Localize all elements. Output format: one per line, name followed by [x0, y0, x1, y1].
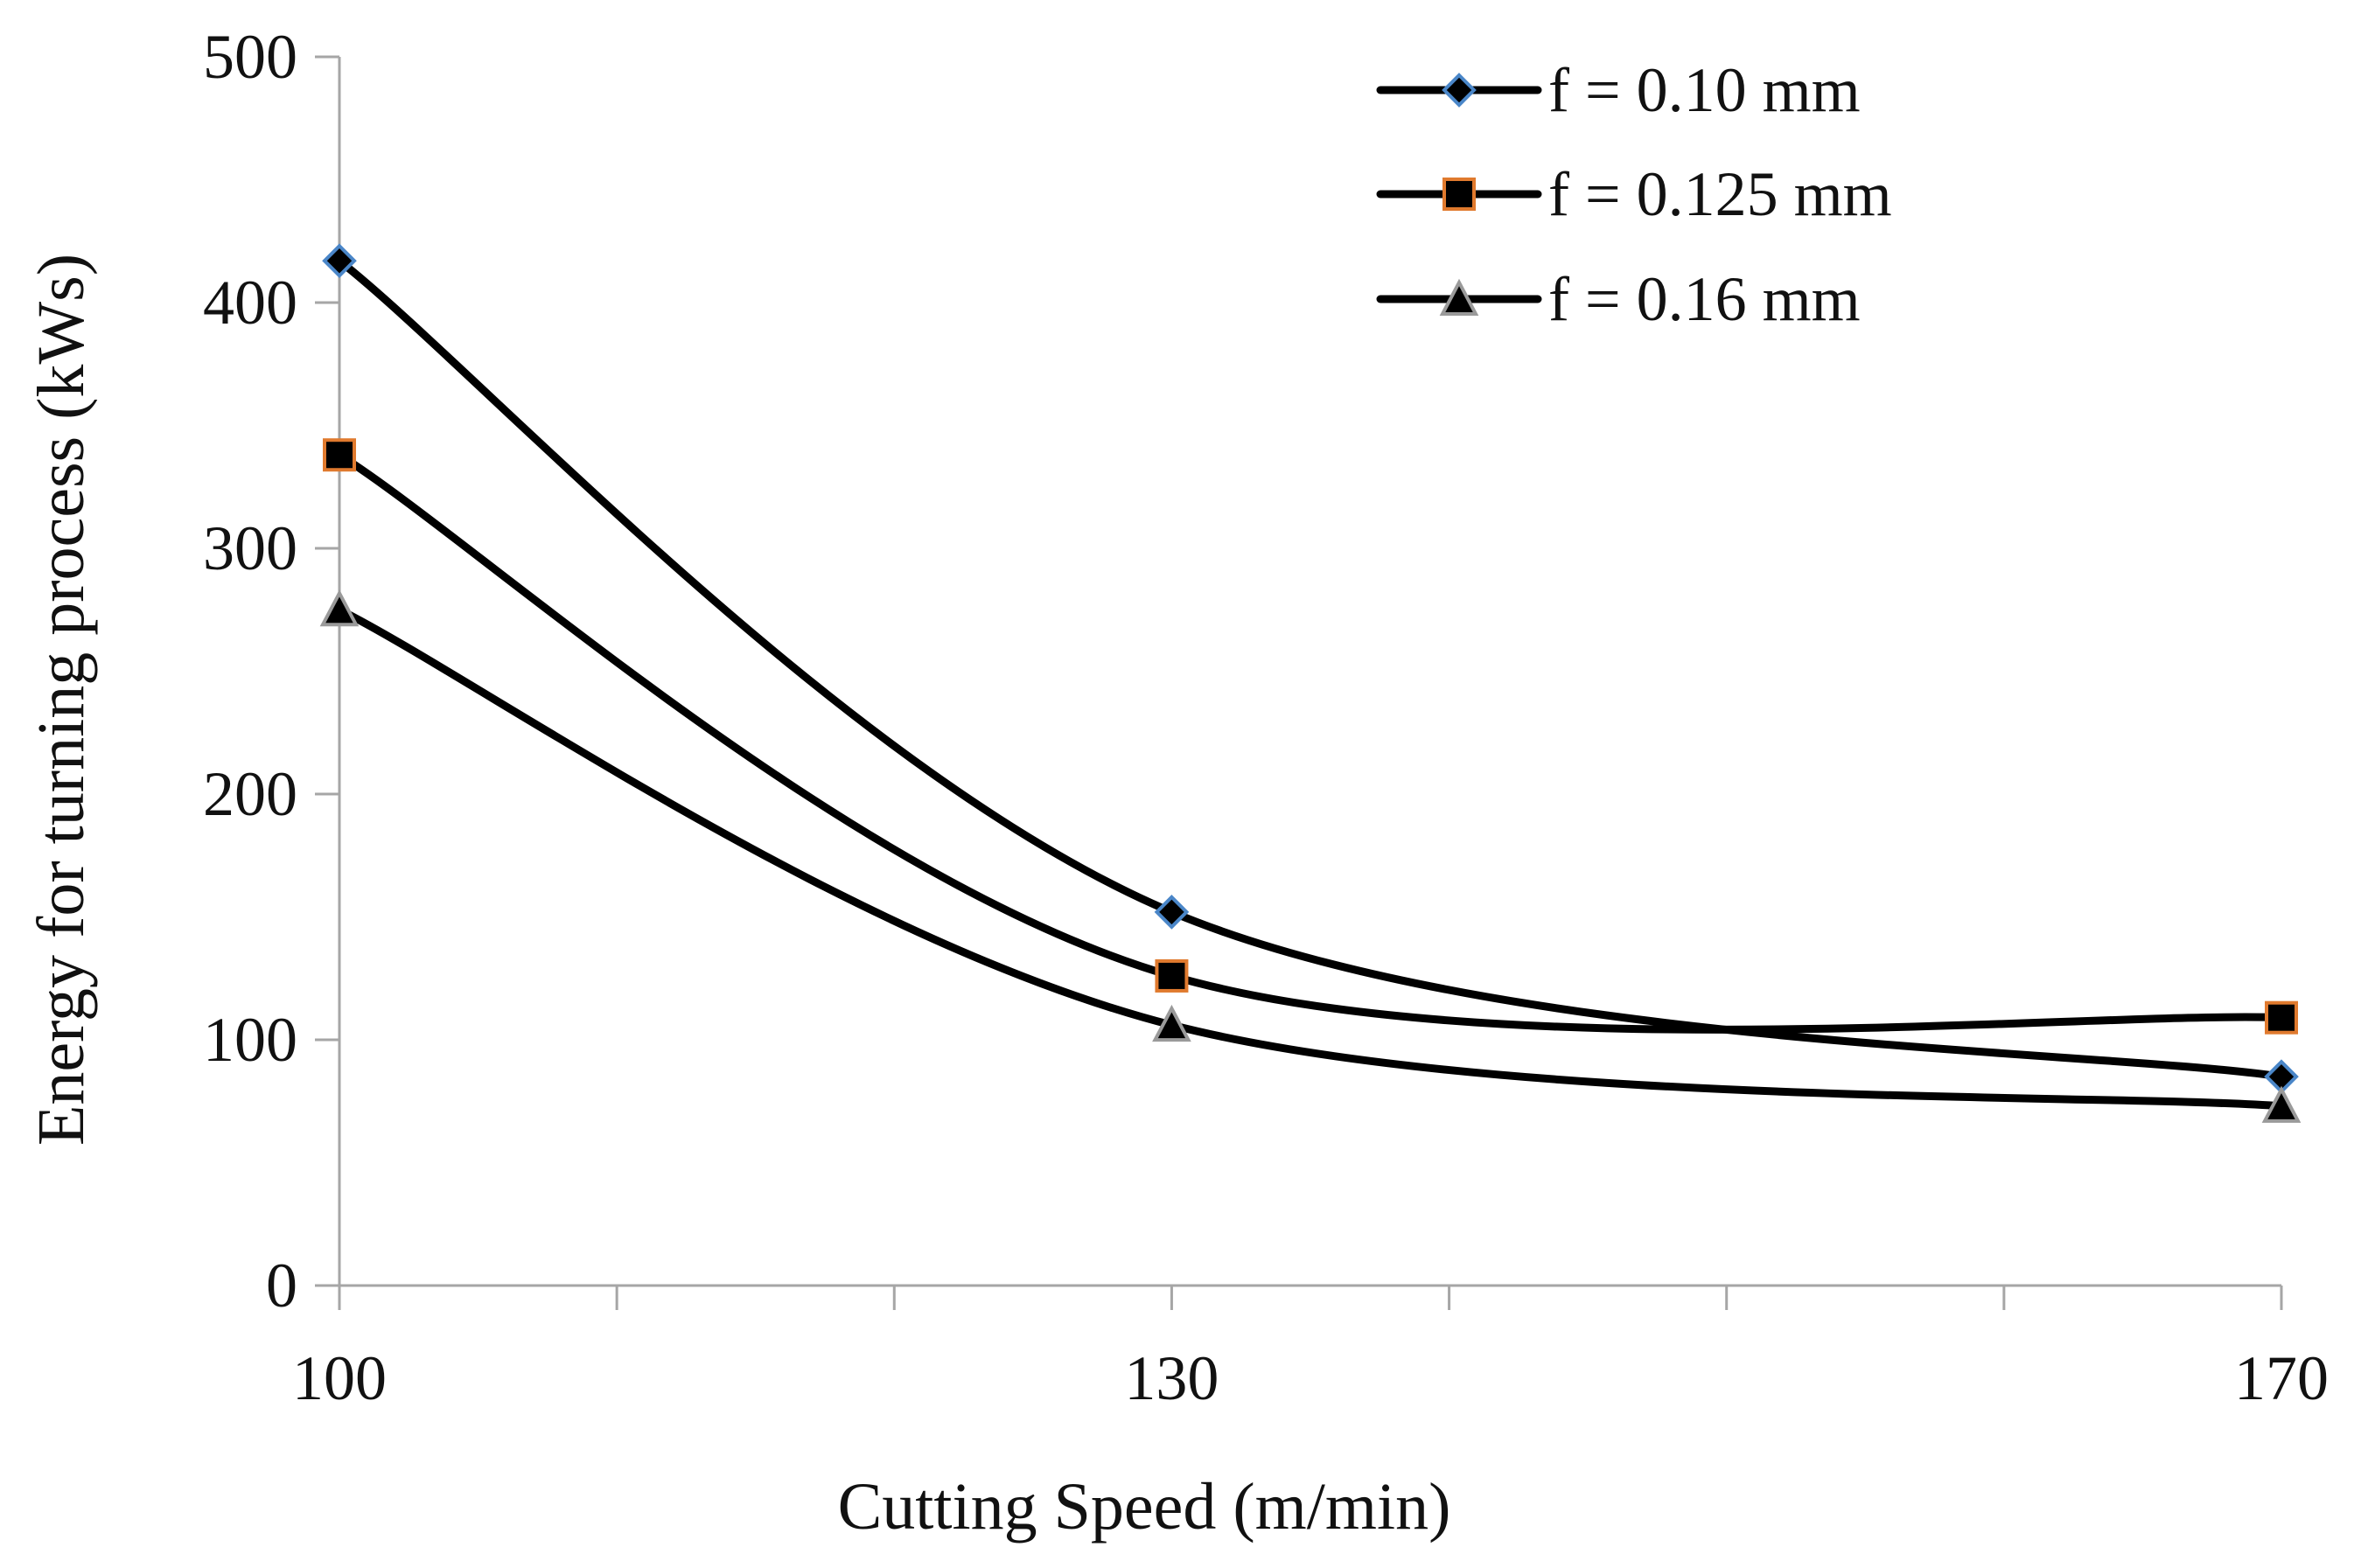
- legend-label: f = 0.125 mm: [1548, 159, 1892, 229]
- x-tick-label: 130: [1124, 1343, 1219, 1413]
- axes: 0 100 200 300 400 500 100 130 170: [203, 22, 2329, 1413]
- data-point: [319, 589, 360, 627]
- data-point: [1155, 958, 1189, 993]
- data-point: [322, 243, 357, 279]
- series-1: [322, 243, 2299, 1094]
- legend-label: f = 0.16 mm: [1548, 264, 1861, 334]
- series-2: [323, 438, 2298, 1035]
- y-tick-label: 200: [203, 759, 297, 829]
- y-tick-label: 400: [203, 268, 297, 338]
- y-tick-label: 500: [203, 22, 297, 92]
- y-tick-label: 100: [203, 1005, 297, 1075]
- series-line: [335, 450, 2286, 1034]
- y-axis-title: Energy for turning process (kWs): [24, 254, 98, 1146]
- legend-marker: [1442, 73, 1477, 108]
- series-layer: [319, 243, 2302, 1123]
- legend-label: f = 0.10 mm: [1548, 55, 1861, 125]
- x-tick-label: 100: [292, 1343, 387, 1413]
- x-axis-title: Cutting Speed (m/min): [838, 1470, 1451, 1544]
- legend: f = 0.10 mm f = 0.125 mm f = 0.16 mm: [1376, 55, 1892, 334]
- legend-item-2: f = 0.125 mm: [1376, 159, 1892, 229]
- series-line: [335, 605, 2286, 1111]
- data-point: [1152, 1004, 1191, 1042]
- series-3: [319, 589, 2302, 1123]
- legend-marker: [1439, 278, 1479, 316]
- y-tick-label: 0: [266, 1251, 297, 1321]
- legend-item-1: f = 0.10 mm: [1376, 55, 1861, 125]
- data-point: [2265, 1000, 2298, 1035]
- data-point: [1154, 895, 1190, 930]
- data-point: [323, 438, 356, 472]
- y-tick-label: 300: [203, 513, 297, 583]
- x-tick-label: 170: [2234, 1343, 2329, 1413]
- legend-item-3: f = 0.16 mm: [1376, 264, 1861, 334]
- data-point: [2261, 1085, 2302, 1123]
- legend-marker: [1442, 178, 1476, 211]
